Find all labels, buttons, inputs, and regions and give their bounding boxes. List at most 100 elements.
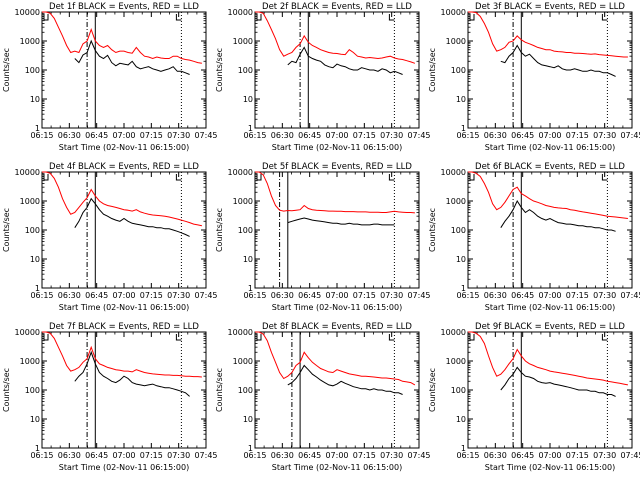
y-axis-label: Counts/sec bbox=[428, 48, 437, 92]
corner-bracket-glyph bbox=[175, 174, 182, 181]
x-tick-label: 07:00 bbox=[538, 291, 561, 300]
y-tick-label: 100 bbox=[25, 66, 40, 75]
x-tick-label: 06:15 bbox=[30, 131, 53, 140]
corner-bracket-glyph bbox=[601, 334, 608, 341]
y-axis-label: Counts/sec bbox=[215, 368, 224, 412]
corner-bracket-glyph bbox=[175, 334, 182, 341]
corner-bracket-glyph bbox=[469, 14, 475, 21]
y-tick-label: 10000 bbox=[441, 8, 466, 17]
x-axis-label: Start Time (02-Nov-11 06:15:00) bbox=[272, 463, 402, 472]
y-tick-label: 10 bbox=[456, 255, 466, 264]
x-tick-label: 07:30 bbox=[593, 291, 616, 300]
y-tick-label: 10000 bbox=[15, 168, 40, 177]
series-line-lld bbox=[255, 331, 416, 386]
x-tick-label: 07:00 bbox=[112, 131, 135, 140]
y-tick-label: 100 bbox=[451, 386, 466, 395]
x-tick-label: 06:15 bbox=[30, 291, 53, 300]
corner-bracket-glyph bbox=[43, 334, 49, 341]
y-tick-label: 10000 bbox=[15, 8, 40, 17]
x-tick-label: 07:45 bbox=[194, 291, 217, 300]
chart-panel-6: Det 6f BLACK = Events, RED = LLD Counts/s… bbox=[428, 162, 640, 312]
x-tick-label: 07:30 bbox=[593, 131, 616, 140]
x-tick-label: 07:00 bbox=[538, 131, 561, 140]
y-tick-label: 10 bbox=[456, 415, 466, 424]
x-tick-label: 06:30 bbox=[58, 291, 81, 300]
y-tick-label: 1000 bbox=[20, 37, 40, 46]
y-tick-label: 1000 bbox=[233, 37, 253, 46]
chart-panel-8: Det 8f BLACK = Events, RED = LLD Counts/s… bbox=[215, 322, 431, 472]
y-tick-label: 1 bbox=[248, 284, 253, 293]
series-line-events bbox=[74, 350, 190, 397]
series-line-lld bbox=[468, 331, 628, 386]
y-tick-label: 1000 bbox=[20, 197, 40, 206]
corner-bracket-glyph bbox=[43, 174, 49, 181]
x-tick-label: 07:30 bbox=[167, 451, 190, 460]
y-tick-label: 10 bbox=[243, 95, 253, 104]
x-tick-label: 07:30 bbox=[167, 131, 190, 140]
x-tick-label: 06:30 bbox=[271, 451, 294, 460]
x-tick-label: 07:30 bbox=[380, 451, 403, 460]
series-line-events bbox=[74, 39, 190, 75]
x-tick-label: 07:30 bbox=[380, 131, 403, 140]
series-line-lld bbox=[468, 11, 628, 58]
corner-bracket-glyph bbox=[256, 14, 262, 21]
chart-title: Det 7f BLACK = Events, RED = LLD bbox=[49, 322, 199, 332]
chart-title: Det 6f BLACK = Events, RED = LLD bbox=[475, 162, 625, 172]
y-tick-label: 1 bbox=[461, 284, 466, 293]
x-tick-label: 06:30 bbox=[58, 451, 81, 460]
corner-bracket-glyph bbox=[388, 14, 395, 21]
y-tick-label: 10 bbox=[30, 255, 40, 264]
y-tick-label: 10000 bbox=[441, 168, 466, 177]
x-tick-label: 07:45 bbox=[407, 291, 430, 300]
x-tick-label: 07:45 bbox=[620, 451, 640, 460]
chart-panel-1: Det 1f BLACK = Events, RED = LLD Counts/s… bbox=[2, 2, 218, 152]
corner-bracket-glyph bbox=[601, 174, 608, 181]
corner-bracket-glyph bbox=[601, 14, 608, 21]
series-line-events bbox=[500, 199, 616, 232]
x-tick-label: 06:45 bbox=[85, 291, 108, 300]
x-tick-label: 06:45 bbox=[85, 131, 108, 140]
y-tick-label: 100 bbox=[238, 386, 253, 395]
chart-panel-7: Det 7f BLACK = Events, RED = LLD Counts/s… bbox=[2, 322, 218, 472]
x-axis-label: Start Time (02-Nov-11 06:15:00) bbox=[272, 143, 402, 152]
x-tick-label: 07:15 bbox=[566, 291, 589, 300]
y-tick-label: 10000 bbox=[228, 168, 253, 177]
y-tick-label: 10 bbox=[456, 95, 466, 104]
x-tick-label: 06:30 bbox=[271, 291, 294, 300]
x-tick-label: 06:30 bbox=[484, 131, 507, 140]
x-axis-label: Start Time (02-Nov-11 06:15:00) bbox=[272, 303, 402, 312]
x-tick-label: 07:15 bbox=[140, 451, 163, 460]
y-axis-label: Counts/sec bbox=[2, 368, 11, 412]
series-line-lld bbox=[468, 171, 628, 219]
x-tick-label: 06:15 bbox=[243, 131, 266, 140]
x-tick-label: 07:45 bbox=[407, 451, 430, 460]
y-axis-label: Counts/sec bbox=[215, 208, 224, 252]
y-axis-label: Counts/sec bbox=[2, 48, 11, 92]
series-line-events bbox=[500, 366, 616, 397]
x-tick-label: 06:45 bbox=[298, 291, 321, 300]
x-tick-label: 07:15 bbox=[353, 451, 376, 460]
x-tick-label: 07:15 bbox=[566, 131, 589, 140]
x-tick-label: 06:45 bbox=[298, 451, 321, 460]
y-tick-label: 1 bbox=[248, 124, 253, 133]
y-tick-label: 1 bbox=[461, 124, 466, 133]
y-tick-label: 100 bbox=[451, 66, 466, 75]
y-tick-label: 10000 bbox=[441, 328, 466, 337]
chart-title: Det 3f BLACK = Events, RED = LLD bbox=[475, 2, 625, 12]
series-line-events bbox=[287, 46, 403, 75]
x-tick-label: 07:45 bbox=[407, 131, 430, 140]
x-tick-label: 06:30 bbox=[271, 131, 294, 140]
y-tick-label: 10000 bbox=[15, 328, 40, 337]
y-tick-label: 1000 bbox=[233, 197, 253, 206]
y-tick-label: 100 bbox=[238, 66, 253, 75]
x-tick-label: 07:00 bbox=[538, 451, 561, 460]
y-tick-label: 10 bbox=[243, 255, 253, 264]
x-tick-label: 07:15 bbox=[353, 291, 376, 300]
corner-bracket-glyph bbox=[256, 334, 262, 341]
corner-bracket-glyph bbox=[388, 334, 395, 341]
series-line-events bbox=[287, 217, 395, 226]
x-tick-label: 06:15 bbox=[243, 451, 266, 460]
x-tick-label: 06:45 bbox=[511, 451, 534, 460]
x-tick-label: 06:15 bbox=[30, 451, 53, 460]
corner-bracket-glyph bbox=[469, 334, 475, 341]
